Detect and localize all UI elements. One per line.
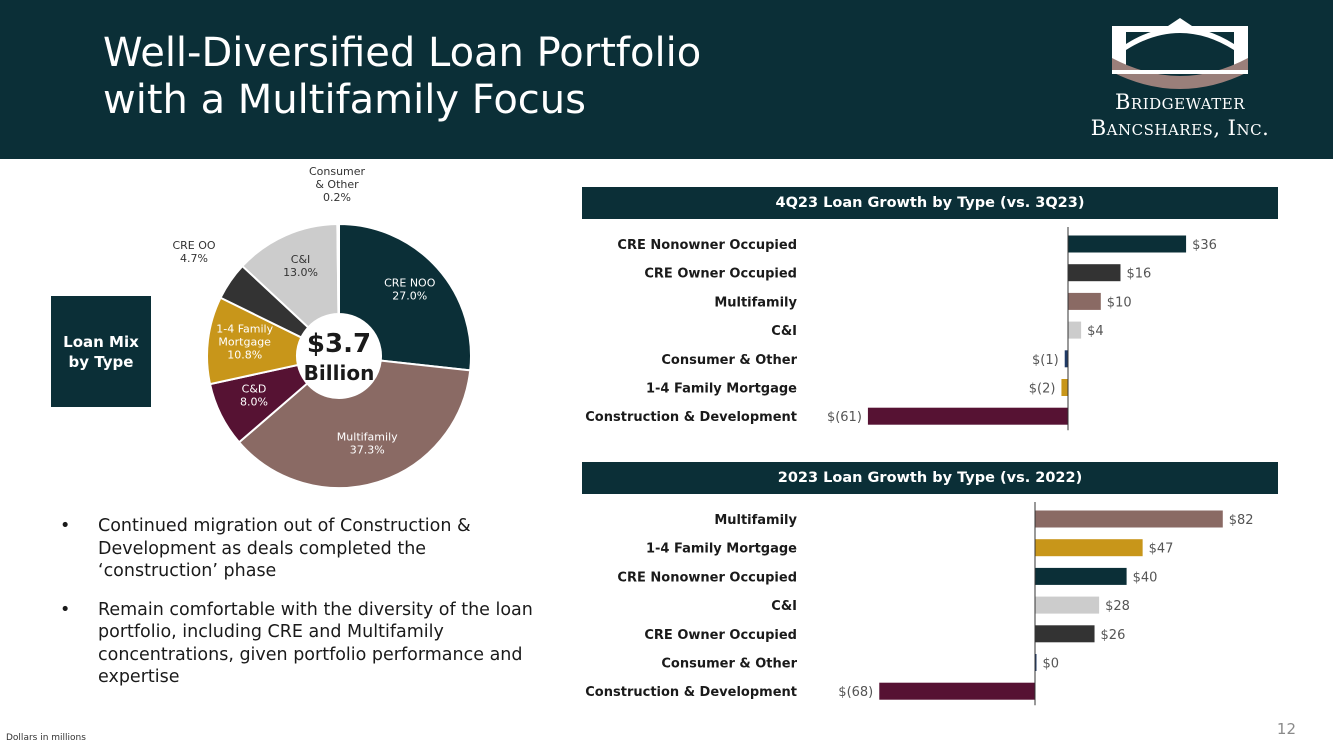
bridgewater-logo-icon: [1112, 18, 1248, 89]
annual-bar-1-4-family-mortgage: [1035, 539, 1143, 557]
quarterly-category-label: C&I: [771, 324, 797, 339]
quarterly-bar-consumer-and-other: [1064, 350, 1068, 368]
footnote: Dollars in millions: [6, 733, 86, 743]
quarterly-value-label: $36: [1192, 238, 1217, 253]
annual-growth-bar-chart: Multifamily $82 1-4 Family Mortgage $47 CRE …: [585, 502, 1254, 706]
quarterly-category-label: Consumer & Other: [661, 353, 797, 368]
annual-category-label: Consumer & Other: [661, 657, 797, 672]
quarterly-value-label: $4: [1087, 324, 1104, 339]
bullet-item: Remain comfortable with the diversity of…: [60, 599, 540, 689]
annual-bar-candi: [1035, 596, 1100, 614]
annual-bar-cre-nonowner-occupied: [1035, 567, 1127, 585]
header-banner: Well-Diversified Loan Portfolio with a M…: [0, 0, 1333, 159]
quarterly-value-label: $(1): [1032, 353, 1059, 368]
quarterly-category-label: CRE Owner Occupied: [644, 267, 797, 282]
annual-bar-construction-and-development: [879, 682, 1035, 700]
annual-value-label: $47: [1149, 542, 1174, 557]
donut-label-cre-noo: CRE NOO 27.0%: [384, 277, 436, 303]
quarterly-bar-multifamily: [1068, 292, 1101, 310]
annual-category-label: Construction & Development: [585, 685, 797, 700]
quarterly-bar-cre-owner-occupied: [1068, 264, 1121, 282]
page-title-line-1: Well-Diversified Loan Portfolio: [103, 30, 702, 76]
quarterly-growth-title: 4Q23 Loan Growth by Type (vs. 3Q23): [775, 195, 1085, 211]
annual-category-label: C&I: [771, 599, 797, 614]
quarterly-category-label: CRE Nonowner Occupied: [617, 238, 797, 253]
quarterly-value-label: $(61): [827, 410, 862, 425]
annual-value-label: $40: [1133, 570, 1158, 585]
loan-mix-label-line-2: by Type: [68, 352, 134, 371]
annual-value-label: $0: [1043, 657, 1060, 672]
donut-label-consumer-and-other: Consumer & Other 0.2%: [309, 165, 366, 204]
bullet-item: Continued migration out of Construction …: [60, 515, 540, 583]
quarterly-category-label: 1-4 Family Mortgage: [646, 382, 797, 397]
annual-value-label: $28: [1105, 599, 1130, 614]
annual-value-label: $(68): [838, 685, 873, 700]
annual-value-label: $26: [1101, 628, 1126, 643]
donut-label-candi: C&I 13.0%: [283, 253, 318, 279]
quarterly-bar-cre-nonowner-occupied: [1068, 235, 1187, 253]
quarterly-category-label: Multifamily: [714, 295, 797, 310]
commentary-bullets: Continued migration out of Construction …: [60, 515, 540, 705]
donut-label-multifamily: Multifamily 37.3%: [337, 431, 398, 457]
annual-category-label: 1-4 Family Mortgage: [646, 542, 797, 557]
annual-value-label: $82: [1229, 513, 1254, 528]
donut-label-cre-oo: CRE OO 4.7%: [172, 239, 215, 265]
page-title: Well-Diversified Loan Portfolio with a M…: [103, 30, 701, 124]
donut-slice-cre-noo: [338, 222, 472, 372]
page-title-line-2: with a Multifamily Focus: [103, 77, 586, 123]
quarterly-value-label: $10: [1107, 295, 1132, 310]
donut-center-unit: Billion: [304, 361, 375, 385]
donut-slice-consumer-and-other: [336, 222, 340, 316]
annual-bar-multifamily: [1035, 510, 1223, 528]
quarterly-bar-candi: [1068, 321, 1082, 339]
quarterly-bar-1-4-family-mortgage: [1061, 379, 1068, 396]
donut-center-value: $3.7: [307, 329, 371, 359]
loan-mix-label-line-1: Loan Mix: [63, 332, 139, 351]
annual-category-label: CRE Nonowner Occupied: [617, 570, 797, 585]
annual-bar-cre-owner-occupied: [1035, 625, 1095, 643]
page-number: 12: [1276, 720, 1296, 738]
quarterly-value-label: $16: [1126, 267, 1151, 282]
donut-label-1-4-family-mortgage: 1-4 Family Mortgage 10.8%: [216, 323, 273, 362]
annual-growth-title: 2023 Loan Growth by Type (vs. 2022): [777, 470, 1083, 486]
annual-growth-header: 2023 Loan Growth by Type (vs. 2022): [582, 462, 1278, 494]
annual-category-label: Multifamily: [714, 513, 797, 528]
annual-category-label: CRE Owner Occupied: [644, 628, 797, 643]
logo-wordmark-line-1: Bridgewater: [1114, 90, 1246, 114]
quarterly-growth-header: 4Q23 Loan Growth by Type (vs. 3Q23): [582, 187, 1278, 219]
quarterly-bar-construction-and-development: [867, 407, 1068, 425]
loan-mix-donut-chart: CRE NOO 27.0% Multifamily 37.3% C&D 8.0% 1-4 F…: [172, 165, 472, 489]
donut-label-candd: C&D 8.0%: [240, 382, 268, 408]
loan-mix-label: Loan Mix by Type: [51, 296, 151, 407]
quarterly-category-label: Construction & Development: [585, 410, 797, 425]
annual-bar-consumer-and-other: [1035, 654, 1037, 671]
logo-wordmark-line-2: Bancshares, Inc.: [1090, 116, 1270, 140]
logo-wordmark: Bridgewater Bancshares, Inc.: [1040, 89, 1320, 141]
quarterly-value-label: $(2): [1029, 382, 1056, 397]
donut-slice-candi: [240, 222, 340, 329]
quarterly-growth-bar-chart: CRE Nonowner Occupied $36 CRE Owner Occupi…: [585, 227, 1217, 431]
